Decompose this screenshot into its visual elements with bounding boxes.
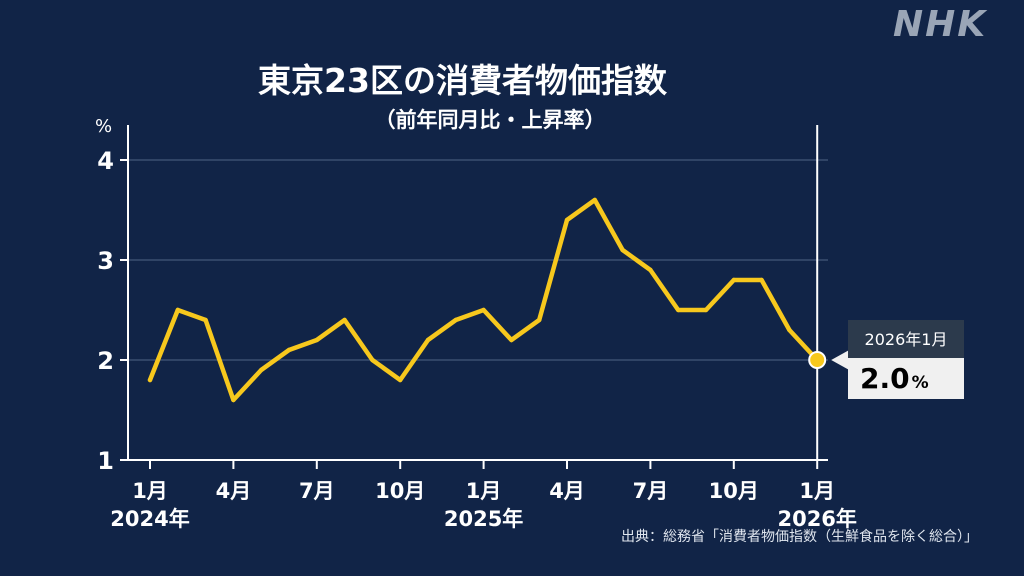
- data-point: [620, 247, 625, 253]
- callout-date: 2026年1月: [848, 320, 964, 358]
- chart-title: 東京23区の消費者物価指数: [258, 61, 667, 100]
- x-tick-label-month: 10月: [375, 479, 425, 503]
- latest-value-callout: 2026年1月 2.0%: [848, 320, 964, 399]
- data-point: [509, 337, 514, 343]
- data-point: [425, 337, 431, 343]
- data-point: [370, 357, 375, 363]
- data-point: [703, 307, 709, 313]
- callout-value-box: 2.0%: [848, 358, 964, 399]
- latest-data-point: [808, 351, 827, 369]
- x-tick-label-month: 7月: [633, 479, 669, 503]
- data-point: [259, 367, 264, 373]
- data-point: [481, 307, 486, 313]
- data-point: [398, 377, 403, 383]
- chart-subtitle: （前年同月比・上昇率）: [374, 108, 606, 132]
- callout-value: 2.0: [860, 362, 910, 395]
- data-point: [759, 277, 764, 283]
- callout-unit: %: [911, 373, 929, 393]
- data-point: [564, 217, 570, 223]
- data-point: [342, 317, 347, 323]
- x-tick-label-month: 1月: [799, 479, 835, 503]
- data-point: [147, 377, 153, 383]
- y-axis-unit: %: [95, 116, 113, 137]
- y-tick-label: 2: [97, 347, 114, 375]
- x-tick-label-month: 4月: [216, 479, 252, 503]
- data-point: [676, 307, 681, 313]
- x-tick-label-month: 10月: [709, 479, 759, 503]
- data-point: [731, 277, 736, 283]
- data-point: [175, 307, 180, 313]
- x-tick-label-month: 4月: [549, 479, 585, 503]
- data-point: [286, 347, 292, 353]
- data-point: [231, 397, 236, 403]
- x-tick-label-year: 2025年: [444, 507, 523, 531]
- data-point: [592, 197, 597, 203]
- x-tick-label-month: 7月: [299, 479, 335, 503]
- callout-pointer: [831, 350, 850, 370]
- data-point: [648, 267, 653, 273]
- data-point: [314, 337, 319, 343]
- data-point: [453, 317, 458, 323]
- nhk-logo: NHK: [893, 4, 988, 45]
- x-tick-label-month: 1月: [132, 479, 168, 503]
- x-tick-label-year: 2024年: [110, 507, 189, 531]
- data-point: [203, 317, 208, 323]
- x-tick-label-year: 2026年: [777, 507, 856, 531]
- x-tick-label-month: 1月: [466, 479, 502, 503]
- data-point: [787, 327, 792, 333]
- y-tick-label: 4: [97, 147, 114, 175]
- series-line: [147, 197, 820, 403]
- y-tick-label: 1: [97, 447, 114, 475]
- source-note: 出典：総務省「消費者物価指数（生鮮食品を除く総合）」: [621, 529, 978, 545]
- y-tick-label: 3: [97, 247, 114, 275]
- data-point: [537, 317, 542, 323]
